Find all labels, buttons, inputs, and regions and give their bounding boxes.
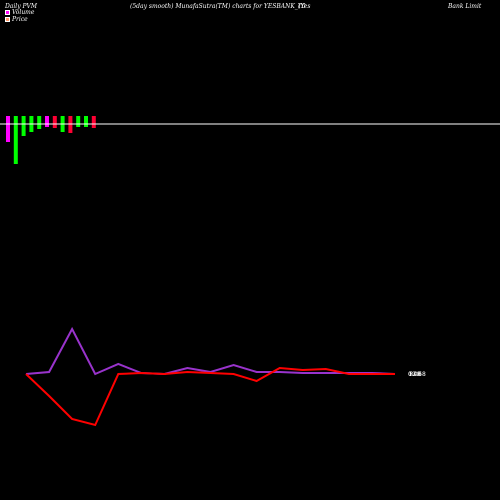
volume-bars [6,116,96,164]
chart-title-right-b: Bank Limit [448,3,482,10]
chart-title-left: Daily PVM [5,3,38,10]
volume-bar [13,116,18,164]
volume-swatch [5,10,10,15]
volume-bar [6,116,10,142]
legend-volume: Volume [5,9,34,16]
volume-bar [37,116,42,129]
price-swatch [5,17,10,22]
end-label: 0.00 [408,371,422,378]
volume-line [25,326,396,376]
legend-price: Price [5,16,28,23]
volume-bar [84,116,88,127]
volume-bar [21,116,26,136]
chart-title-center: (5day smooth) MunafaSutra(TM) charts for… [130,3,306,10]
price-line [25,366,395,427]
end-label: Rs0 [409,371,420,378]
volume-bar [52,116,57,128]
volume-bar [91,116,96,128]
volume-bar [45,116,49,127]
chart-title-right-a: (Yes [298,3,311,10]
volume-bar [76,116,81,127]
legend-volume-label: Volume [12,9,35,16]
legend-price-label: Price [12,16,28,23]
end-label: 12.68 [409,371,426,378]
